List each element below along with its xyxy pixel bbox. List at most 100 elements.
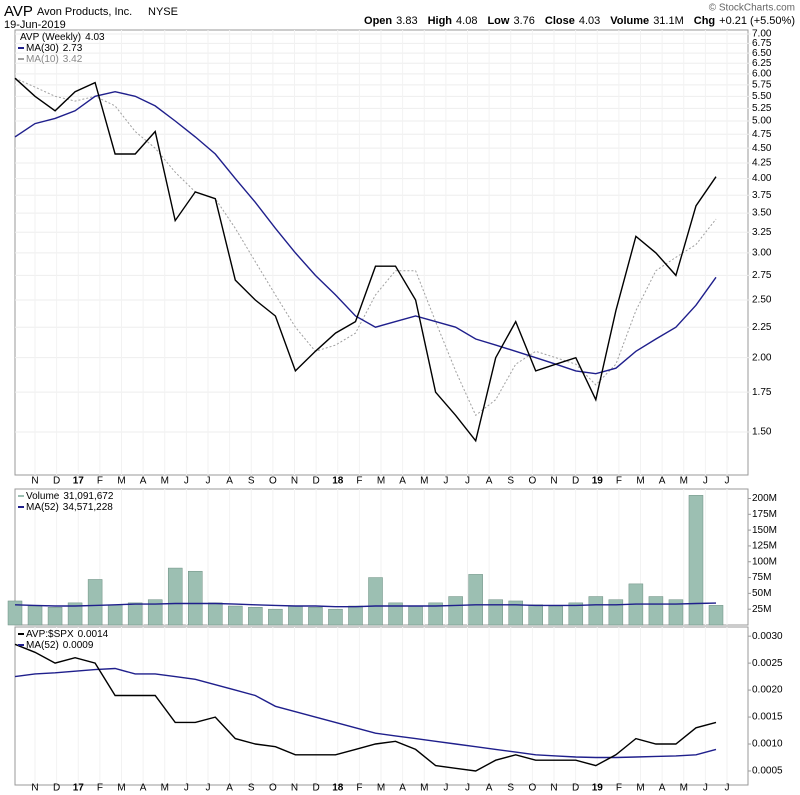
volume-bar xyxy=(508,600,523,626)
x-tick-label: S xyxy=(248,476,255,487)
x-tick-label: J xyxy=(465,476,470,487)
x-tick-label: N xyxy=(291,476,298,487)
volume-bar xyxy=(208,602,223,626)
x-tick-label: M xyxy=(161,783,169,794)
volume-bar xyxy=(27,605,43,626)
x-tick-label: F xyxy=(616,476,622,487)
legend-name: AVP (Weekly) xyxy=(20,32,81,43)
legend-entry: MA(10) 3.42 xyxy=(26,54,83,65)
y-tick-label: 5.75 xyxy=(752,79,772,90)
x-tick-label: O xyxy=(528,476,536,487)
x-tick-label: 19 xyxy=(592,476,604,487)
volume-bar xyxy=(47,607,63,626)
x-tick-label: A xyxy=(486,783,493,794)
volume-bar xyxy=(688,495,704,626)
y-tick-label: 0.0020 xyxy=(752,685,783,696)
series-line xyxy=(14,667,717,759)
volume-bar xyxy=(228,605,243,626)
x-tick-label: M xyxy=(420,783,428,794)
x-tick-label: S xyxy=(507,476,514,487)
y-tick-label: 5.25 xyxy=(752,103,772,114)
volume-bar xyxy=(147,599,163,626)
quote-label: Volume xyxy=(610,15,649,27)
x-tick-label: J xyxy=(703,783,708,794)
quote: Open 3.83 High 4.08 Low 3.76 Close 4.03 Volume 31… xyxy=(364,15,795,27)
x-tick-label: 18 xyxy=(332,476,344,487)
x-tick-label: F xyxy=(97,476,103,487)
symbol: AVP xyxy=(4,3,33,20)
x-tick-label: D xyxy=(572,783,579,794)
legend-name: AVP:$SPX xyxy=(26,629,74,640)
volume-bar xyxy=(568,602,584,626)
x-tick-label: S xyxy=(248,783,255,794)
x-tick-label: J xyxy=(184,476,189,487)
x-tick-label: M xyxy=(377,783,385,794)
legend-entry: AVP:$SPX 0.0014 xyxy=(26,629,109,640)
series-line xyxy=(14,643,717,772)
y-tick-label: 3.00 xyxy=(752,248,772,259)
x-tick-label: A xyxy=(659,783,666,794)
volume-bar xyxy=(288,605,303,626)
x-tick-label: 17 xyxy=(73,783,85,794)
x-tick-label: 17 xyxy=(73,476,85,487)
y-tick-label: 100M xyxy=(752,556,777,567)
x-tick-label: J xyxy=(703,476,708,487)
x-tick-label: J xyxy=(443,476,448,487)
x-tick-label: M xyxy=(420,476,428,487)
volume-bar xyxy=(548,605,564,626)
x-tick-label: M xyxy=(161,476,169,487)
legend-entry: MA(52) 34,571,228 xyxy=(26,502,113,513)
y-tick-label: 6.50 xyxy=(752,48,772,59)
x-tick-label: N xyxy=(550,476,557,487)
quote-value: 4.08 xyxy=(456,15,477,27)
legend-name: MA(52) xyxy=(26,640,59,651)
x-tick-label: M xyxy=(636,476,644,487)
quote-value: +0.21 (+5.50%) xyxy=(719,15,795,27)
x-tick-label: F xyxy=(356,783,362,794)
quote-value: 31.1M xyxy=(653,15,684,27)
volume-bar xyxy=(268,608,283,626)
legend-value: 0.0009 xyxy=(63,640,94,651)
y-tick-label: 75M xyxy=(752,572,771,583)
company: Avon Products, Inc. xyxy=(37,6,132,18)
x-tick-label: M xyxy=(377,476,385,487)
x-tick-label: N xyxy=(31,476,38,487)
x-tick-label: 18 xyxy=(332,783,344,794)
y-tick-label: 3.50 xyxy=(752,208,772,219)
x-tick-label: A xyxy=(399,783,406,794)
y-tick-label: 4.50 xyxy=(752,143,772,154)
x-tick-label: N xyxy=(550,783,557,794)
x-tick-label: D xyxy=(572,476,579,487)
volume-bar xyxy=(248,607,263,626)
x-tick-label: N xyxy=(291,783,298,794)
volume-bar xyxy=(408,605,423,626)
legend-name: MA(10) xyxy=(26,54,59,65)
y-tick-label: 2.75 xyxy=(752,270,772,281)
x-tick-label: A xyxy=(486,476,493,487)
x-tick-label: O xyxy=(269,476,277,487)
y-tick-label: 0.0010 xyxy=(752,739,783,750)
quote-value: 3.83 xyxy=(396,15,417,27)
volume-bar xyxy=(468,574,483,626)
x-tick-label: J xyxy=(184,783,189,794)
legend-value: 3.42 xyxy=(63,54,83,65)
volume-bar xyxy=(708,605,724,626)
y-tick-label: 0.0015 xyxy=(752,712,783,723)
volume-bar xyxy=(488,599,503,626)
y-tick-label: 2.00 xyxy=(752,352,772,363)
x-tick-label: J xyxy=(206,783,211,794)
x-tick-label: J xyxy=(443,783,448,794)
x-tick-label: A xyxy=(226,783,233,794)
volume-bar xyxy=(608,599,624,626)
volume-bar xyxy=(668,599,684,626)
date: 19-Jun-2019 xyxy=(4,19,66,31)
y-tick-label: 4.00 xyxy=(752,173,772,184)
x-tick-label: A xyxy=(140,783,147,794)
y-tick-label: 0.0005 xyxy=(752,766,783,777)
volume-bar xyxy=(448,596,463,626)
volume-bar xyxy=(188,570,203,626)
x-tick-label: 19 xyxy=(592,783,604,794)
x-tick-label: M xyxy=(636,783,644,794)
x-tick-label: M xyxy=(680,783,688,794)
volume-bar xyxy=(328,608,343,626)
